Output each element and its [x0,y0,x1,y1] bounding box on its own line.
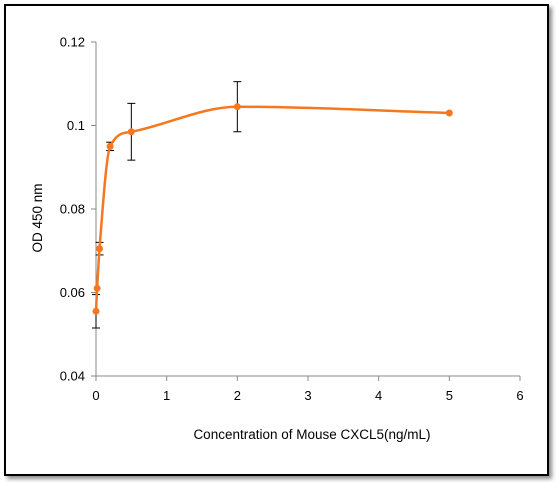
x-tick-label: 5 [446,388,453,403]
x-axis-title: Concentration of Mouse CXCL5(ng/mL) [193,427,430,442]
data-point [445,109,453,117]
x-tick-label: 0 [92,388,99,403]
x-tick-label: 3 [304,388,311,403]
data-points [92,103,453,315]
x-tick-label: 4 [375,388,382,403]
y-tick-label: 0.06 [60,285,85,300]
x-ticks: 0 1 2 3 4 5 6 [92,376,524,403]
data-point [93,284,101,292]
data-point [96,245,104,253]
chart-frame [4,4,549,476]
x-tick-label: 6 [516,388,523,403]
y-axis-title: OD 450 nm [30,183,45,252]
y-tick-label: 0.08 [60,202,85,217]
x-tick-label: 1 [163,388,170,403]
series-curve [94,105,450,312]
y-tick-label: 0.04 [60,369,85,384]
x-tick-label: 2 [234,388,241,403]
error-bars [92,81,242,329]
data-point [233,103,241,111]
data-point [127,128,135,136]
y-tick-label: 0.1 [67,118,85,133]
y-ticks: 0.04 0.06 0.08 0.1 0.12 [60,35,96,384]
axes [95,42,520,377]
data-point [106,142,114,150]
y-tick-label: 0.12 [60,35,85,50]
data-point [92,307,100,315]
